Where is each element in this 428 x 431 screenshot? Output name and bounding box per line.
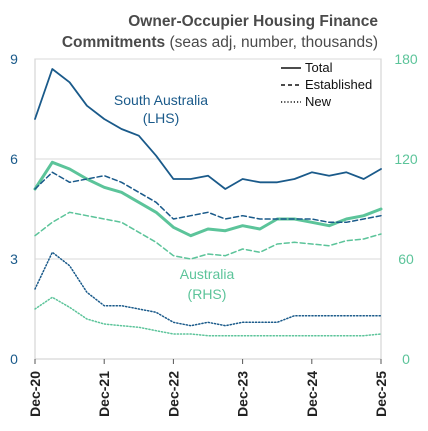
left-tick-label: 0	[10, 351, 18, 367]
legend-label-established: Established	[305, 77, 372, 92]
chart-title-bold: Commitments	[62, 34, 165, 51]
x-tick-label: Dec-24	[304, 371, 320, 417]
series-layer	[33, 68, 383, 337]
annotation-australia: Australia	[180, 266, 235, 282]
series-line-australia-dashed	[34, 211, 382, 260]
right-tick-label: 0	[402, 351, 410, 367]
x-tick-label: Dec-25	[373, 371, 389, 417]
x-tick-label: Dec-22	[165, 371, 181, 417]
annotation-australia-axis: (RHS)	[188, 286, 227, 302]
right-tick-label: 120	[394, 151, 418, 167]
right-axis: 0 60 120 180	[394, 51, 418, 367]
chart-title-line2: Commitments (seas adj, number, thousands…	[62, 34, 378, 51]
left-axis: 0 3 6 9	[10, 51, 18, 367]
series-line-south-australia-solid	[34, 68, 382, 190]
legend-label-total: Total	[305, 60, 333, 75]
series-line-australia-solid	[33, 160, 383, 238]
right-tick-label: 180	[394, 51, 418, 67]
chart-title-subtitle: (seas adj, number, thousands)	[165, 34, 378, 51]
legend: Total Established New	[281, 60, 372, 109]
chart-title-line1: Owner-Occupier Housing Finance	[128, 13, 378, 30]
left-tick-label: 6	[10, 151, 18, 167]
right-tick-label: 60	[398, 251, 414, 267]
legend-label-new: New	[305, 94, 332, 109]
gridlines	[35, 58, 381, 260]
series-line-south-australia-dashed	[34, 171, 382, 224]
x-axis: Dec-20 Dec-21 Dec-22 Dec-23 Dec-24 Dec-25	[27, 359, 389, 417]
annotation-south-australia: South Australia	[114, 92, 208, 108]
series-line-australia-dotted	[34, 296, 382, 337]
left-tick-label: 3	[10, 251, 18, 267]
x-tick-label: Dec-20	[27, 371, 43, 417]
left-tick-label: 9	[10, 51, 18, 67]
annotation-south-australia-axis: (LHS)	[143, 110, 180, 126]
x-tick-label: Dec-21	[96, 371, 112, 417]
series-line-south-australia-dotted	[34, 251, 382, 327]
x-tick-label: Dec-23	[235, 371, 251, 417]
